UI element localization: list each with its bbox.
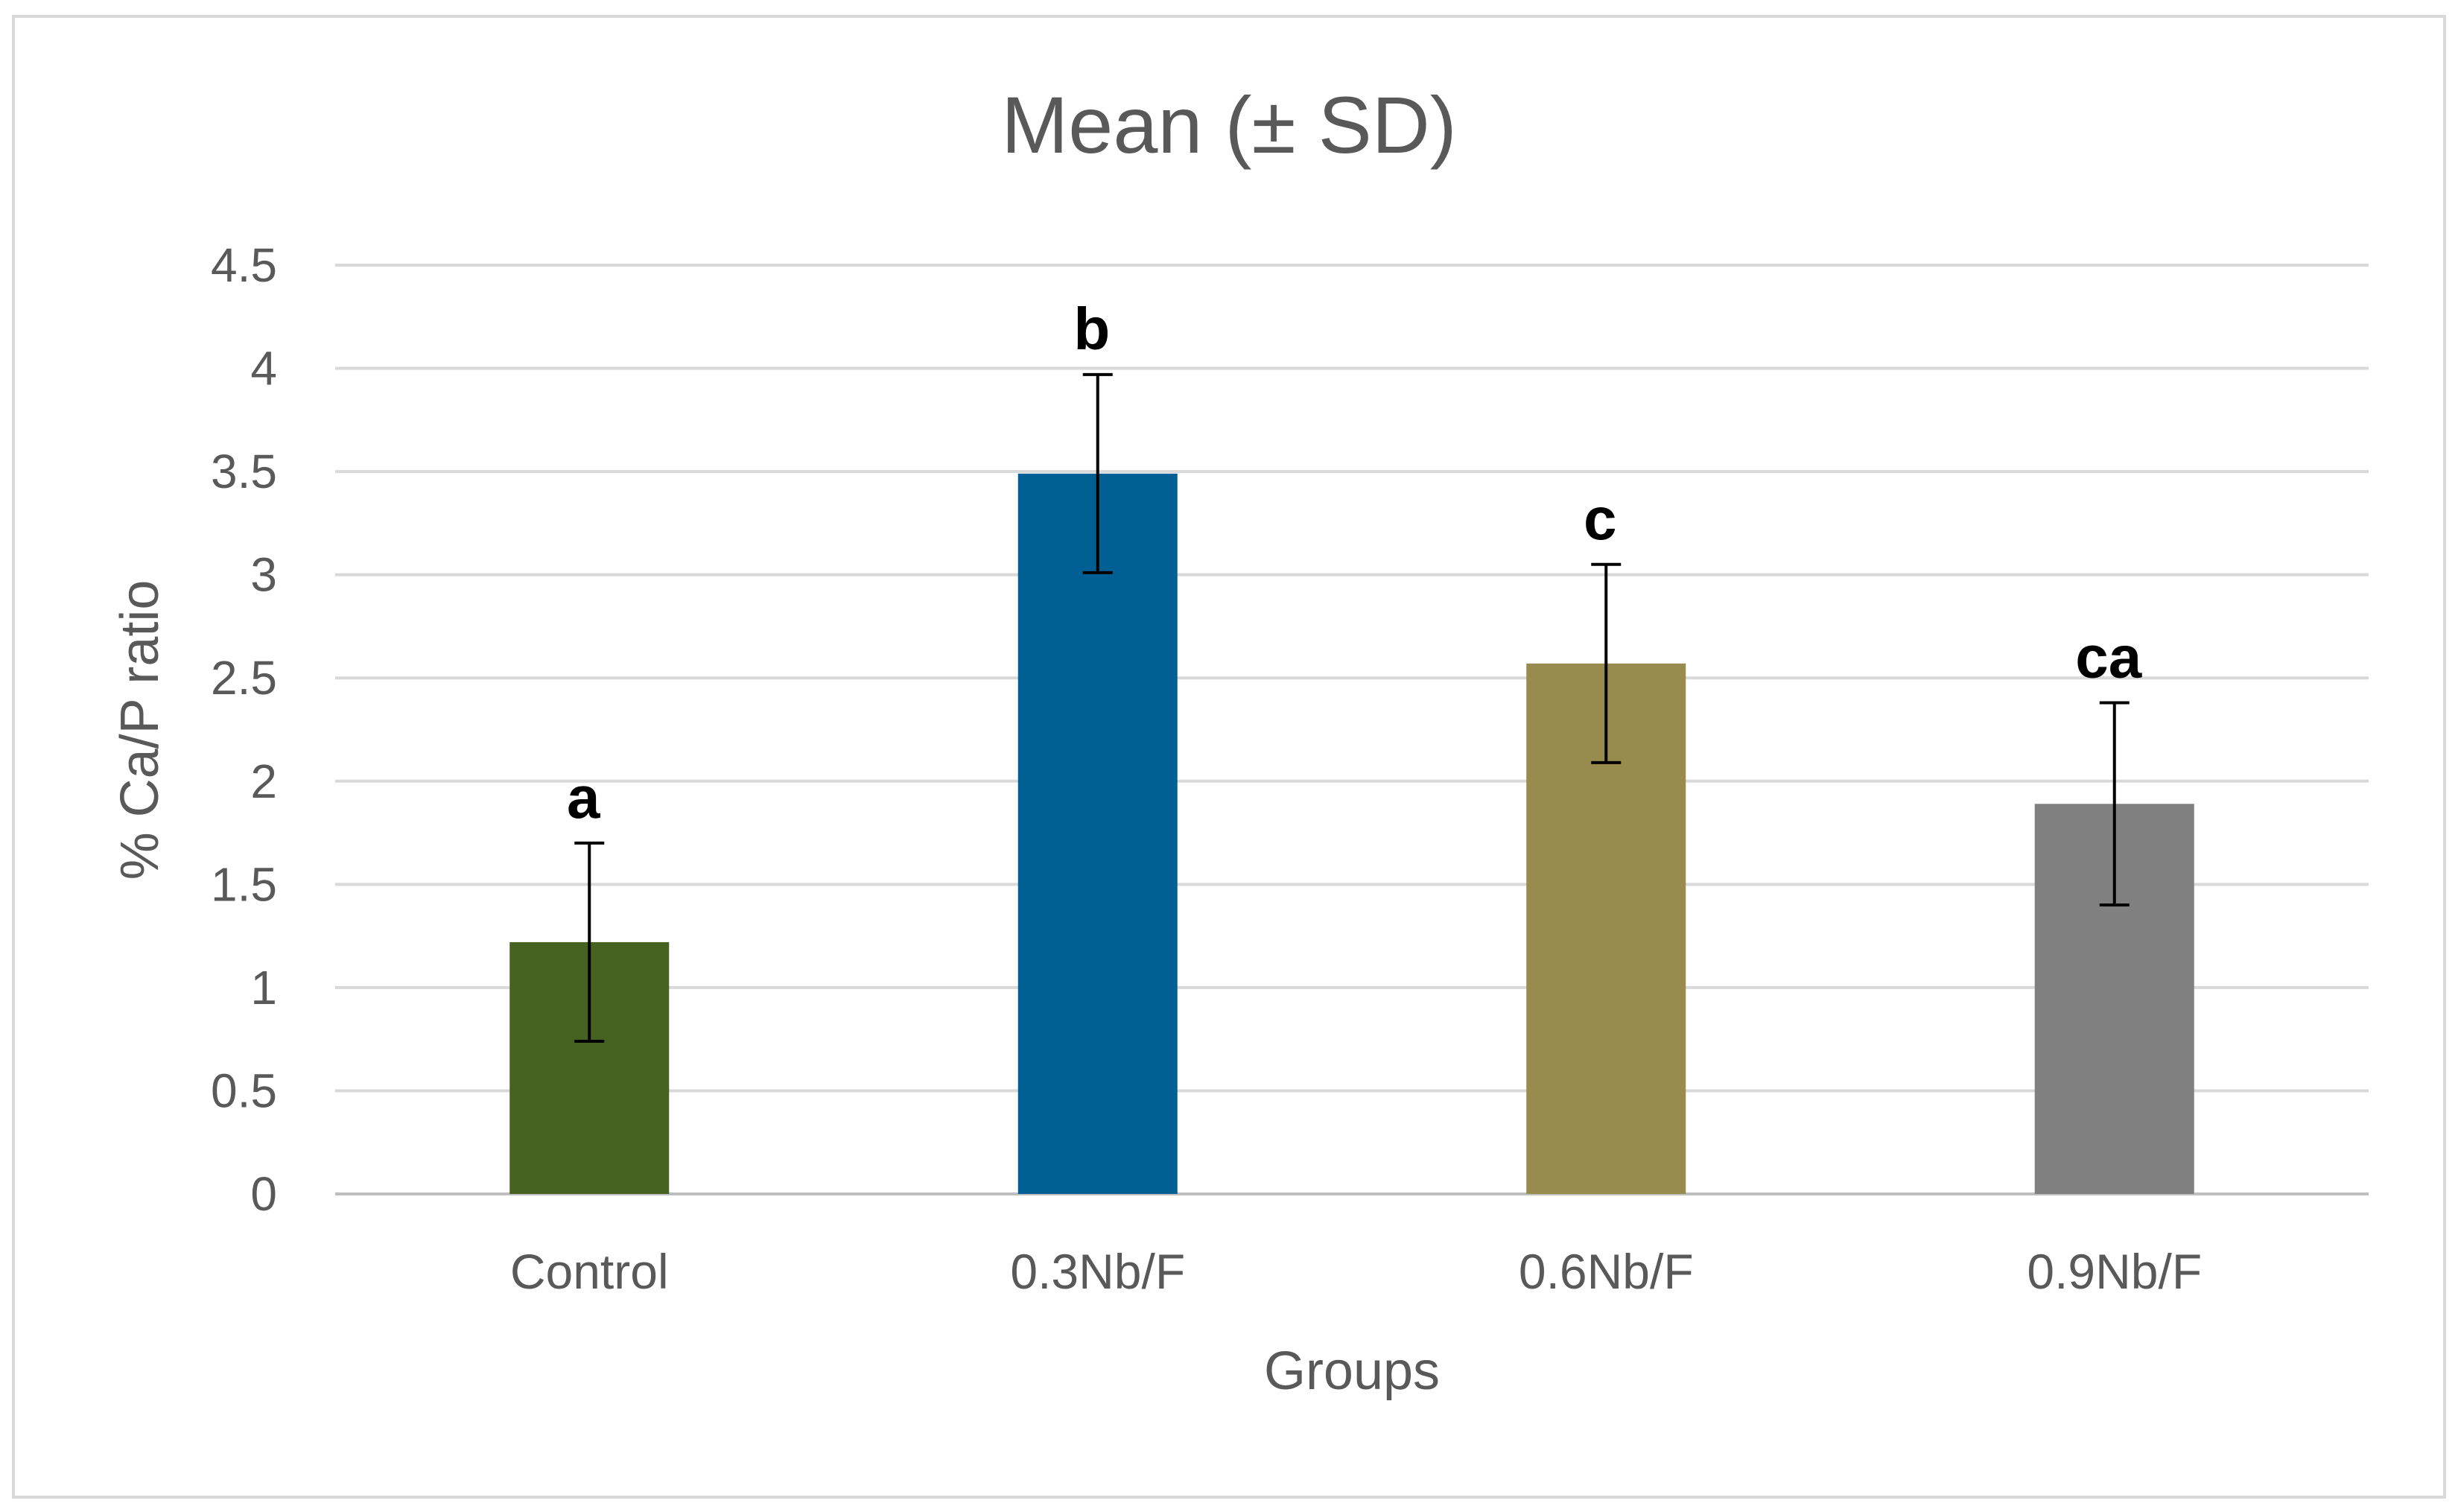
y-axis-tick-labels: 0 0.5 1 1.5 2 2.5 3 3.5 4 4.5 [211, 238, 277, 1221]
significance-label: b [1073, 296, 1110, 362]
y-tick-label: 1.5 [211, 857, 277, 911]
error-bar [1082, 372, 1113, 574]
significance-labels: a b c ca [567, 296, 2142, 830]
error-bars [574, 372, 2130, 1043]
y-tick-label: 0 [250, 1167, 277, 1221]
y-axis-title: % Ca/P ratio [110, 580, 170, 880]
x-category-label: 0.9Nb/F [2027, 1244, 2202, 1299]
y-tick-label: 4 [250, 342, 277, 396]
y-tick-label: 3 [250, 548, 277, 602]
y-tick-label: 2 [250, 755, 277, 808]
significance-label: a [567, 764, 600, 830]
y-tick-label: 0.5 [211, 1064, 277, 1117]
x-axis-category-labels: Control 0.3Nb/F 0.6Nb/F 0.9Nb/F [510, 1244, 2202, 1299]
y-tick-label: 4.5 [211, 238, 277, 292]
chart-title: Mean (± SD) [1001, 80, 1456, 170]
x-category-label: 0.3Nb/F [1010, 1244, 1185, 1299]
y-tick-label: 1 [250, 961, 277, 1014]
x-category-label: 0.6Nb/F [1519, 1244, 1694, 1299]
y-tick-label: 2.5 [211, 651, 277, 705]
y-tick-label: 3.5 [211, 445, 277, 498]
error-bar [2099, 701, 2130, 907]
x-category-label: Control [510, 1244, 669, 1299]
significance-label: ca [2075, 623, 2141, 690]
x-axis-title: Groups [1264, 1341, 1440, 1401]
gridlines [335, 264, 2369, 1195]
bars [509, 473, 2194, 1194]
significance-label: c [1584, 486, 1617, 552]
chart-frame [12, 15, 2446, 1499]
error-bar [1591, 562, 1622, 764]
bar-0-3nb-f [1017, 473, 1178, 1194]
error-bar [574, 841, 605, 1043]
